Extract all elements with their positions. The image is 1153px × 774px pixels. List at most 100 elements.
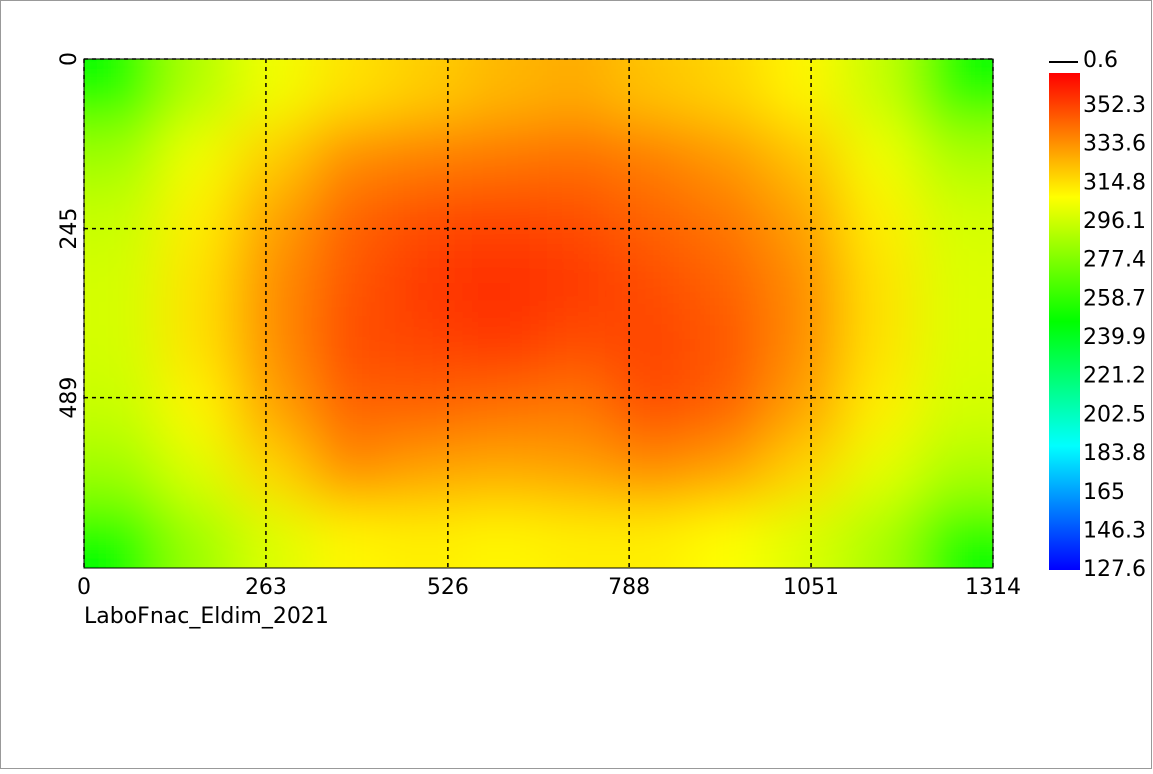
- colorbar-tick-label: 239.9: [1083, 325, 1146, 350]
- heat-cell: [235, 440, 312, 505]
- heat-cell: [765, 504, 842, 568]
- y-tick-label: 0: [57, 52, 82, 66]
- x-tick-label: 263: [245, 575, 287, 600]
- heat-cell: [235, 122, 312, 187]
- heat-cell: [614, 186, 691, 251]
- heat-cell: [765, 377, 842, 442]
- heat-cell: [538, 440, 615, 505]
- heat-cell: [538, 504, 615, 568]
- heat-cell: [538, 313, 615, 378]
- heat-cell: [765, 59, 842, 124]
- plot-frame: [83, 58, 994, 569]
- heat-cell: [917, 377, 993, 442]
- heat-cell: [462, 186, 539, 251]
- colorbar-tick-label: 277.4: [1083, 248, 1146, 273]
- overlay: 0 263 526 788 1051 1314 0 245 489 127.6 146.3 165 18…: [57, 48, 1146, 600]
- colorbar-tick-label: 352.3: [1083, 93, 1146, 118]
- heat-cell: [614, 504, 691, 568]
- colorbar-tick-label: 165: [1083, 480, 1125, 505]
- heat-cell: [311, 313, 388, 378]
- heat-cell: [690, 249, 767, 314]
- heat-cell: [387, 122, 464, 187]
- colorbar-tick-label: 314.8: [1083, 170, 1146, 195]
- heat-cell: [841, 504, 918, 568]
- heat-cell: [84, 249, 161, 314]
- heat-cell: [614, 313, 691, 378]
- heat-cell: [235, 504, 312, 568]
- colorbar-tick-label: 333.6: [1083, 132, 1146, 157]
- heat-cell: [159, 440, 236, 505]
- heat-cell: [159, 377, 236, 442]
- x-tick-label: 1051: [783, 575, 839, 600]
- heat-cell: [311, 249, 388, 314]
- colorbar-tick-label: 127.6: [1083, 557, 1146, 582]
- heat-cell: [84, 440, 161, 505]
- heat-cell: [538, 377, 615, 442]
- colorbar-tick-label: 183.8: [1083, 441, 1146, 466]
- heat-cell: [235, 249, 312, 314]
- colorbar-tick-label: 202.5: [1083, 402, 1146, 427]
- heat-cell: [84, 377, 161, 442]
- heatmap-cells: [84, 59, 993, 568]
- heat-cell: [387, 377, 464, 442]
- heat-cell: [84, 186, 161, 251]
- heat-cell: [765, 440, 842, 505]
- y-tick-label: 489: [57, 377, 82, 419]
- colorbar-tick-label: 296.1: [1083, 209, 1146, 234]
- heat-cell: [311, 122, 388, 187]
- heat-cell: [917, 249, 993, 314]
- heat-cell: [917, 186, 993, 251]
- heat-cell: [387, 313, 464, 378]
- heat-cell: [690, 440, 767, 505]
- heat-cell: [159, 313, 236, 378]
- heat-cell: [690, 313, 767, 378]
- contour-legend-label: 0.6: [1083, 48, 1118, 73]
- heat-cell: [538, 59, 615, 124]
- heat-cell: [690, 377, 767, 442]
- heat-cell: [159, 249, 236, 314]
- heat-cell: [462, 377, 539, 442]
- heat-cell: [159, 186, 236, 251]
- heat-cell: [462, 122, 539, 187]
- heat-cell: [841, 186, 918, 251]
- heat-cell: [311, 186, 388, 251]
- heat-cell: [84, 504, 161, 568]
- heat-cell: [841, 59, 918, 124]
- x-tick-label: 788: [608, 575, 650, 600]
- heat-cell: [690, 122, 767, 187]
- heat-cell: [159, 504, 236, 568]
- heat-cell: [84, 59, 161, 124]
- heat-cell: [917, 313, 993, 378]
- heat-cell: [387, 59, 464, 124]
- heat-cell: [387, 504, 464, 568]
- heat-cell: [387, 440, 464, 505]
- heat-cell: [765, 186, 842, 251]
- heat-cell: [690, 59, 767, 124]
- heat-cell: [84, 122, 161, 187]
- heat-cell: [311, 377, 388, 442]
- heat-cell: [917, 440, 993, 505]
- heat-cell: [917, 59, 993, 124]
- heat-cell: [841, 313, 918, 378]
- heat-cell: [614, 122, 691, 187]
- heat-cell: [690, 504, 767, 568]
- heat-cell: [538, 249, 615, 314]
- heat-cell: [84, 313, 161, 378]
- x-tick-label: 526: [427, 575, 469, 600]
- heat-cell: [235, 59, 312, 124]
- heat-cell: [765, 249, 842, 314]
- heat-cell: [462, 504, 539, 568]
- heat-cell: [765, 313, 842, 378]
- heat-cell: [462, 313, 539, 378]
- heat-cell: [841, 377, 918, 442]
- heat-cell: [614, 377, 691, 442]
- heat-cell: [614, 249, 691, 314]
- heat-cell: [235, 313, 312, 378]
- heat-cell: [538, 186, 615, 251]
- heat-cell: [159, 59, 236, 124]
- heat-cell: [159, 122, 236, 187]
- heat-cell: [387, 186, 464, 251]
- colorbar-tick-label: 258.7: [1083, 286, 1146, 311]
